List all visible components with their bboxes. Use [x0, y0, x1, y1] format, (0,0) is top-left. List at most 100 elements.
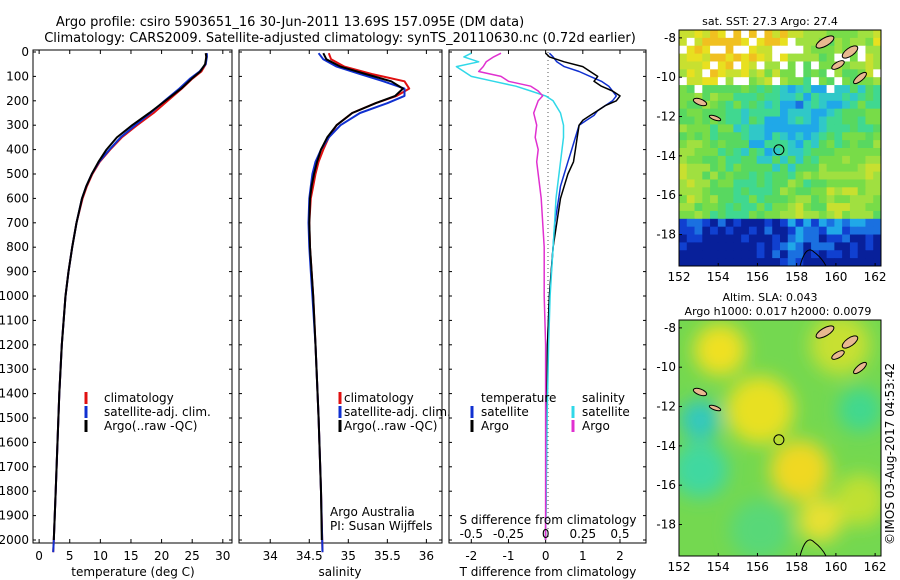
sst-cell	[679, 155, 688, 165]
sst-cell	[748, 163, 758, 172]
sst-cell	[764, 203, 773, 212]
sst-cell	[756, 242, 765, 251]
sst-cell	[803, 45, 812, 54]
sst-cell	[764, 140, 773, 149]
sst-cell	[679, 163, 688, 172]
sst-cell	[834, 187, 843, 196]
sst-cell	[741, 218, 750, 228]
sst-cell	[826, 140, 835, 149]
depth-tick-label: 1300	[0, 362, 29, 376]
sst-cell	[748, 100, 758, 110]
sst-cell	[818, 124, 828, 133]
sla-anomaly-patch	[798, 498, 842, 542]
sst-cell	[686, 45, 695, 54]
sst-cell	[857, 100, 866, 110]
sst-cell	[741, 53, 750, 62]
sst-cell	[811, 132, 820, 141]
sst-cell	[795, 163, 804, 172]
sst-cell	[780, 116, 789, 125]
sst-cell	[811, 124, 820, 133]
depth-tick-label: 1800	[0, 484, 29, 498]
sst-cell	[780, 218, 789, 228]
sst-cell	[717, 100, 727, 110]
sst-cell	[679, 242, 688, 251]
x-tick-label: 25	[185, 549, 200, 563]
s-tick-label: 0.25	[569, 527, 596, 541]
sst-cell	[826, 61, 835, 70]
x-tick-label: 20	[154, 549, 169, 563]
sst-cell	[725, 69, 734, 78]
x-tick-label: 34	[263, 549, 278, 563]
sst-cell	[803, 77, 812, 86]
sst-cell	[741, 37, 750, 47]
sst-cell	[764, 45, 773, 54]
sst-cell	[764, 179, 773, 188]
sla-anomaly-patch	[726, 376, 794, 444]
sst-cell	[679, 100, 688, 110]
sst-cell	[842, 92, 851, 102]
sst-cell	[795, 203, 804, 212]
sst-cell	[741, 100, 750, 110]
sst-cell	[748, 210, 758, 220]
depth-tick-labels: 0 100 200 300 400 500 600 700 800 900 1000 1100 1200…	[0, 45, 29, 547]
sst-cell	[857, 108, 866, 117]
sst-cell	[873, 124, 881, 133]
sst-cell	[826, 210, 835, 220]
sst-cell	[795, 179, 804, 188]
sst-cell	[717, 203, 727, 212]
sst-cell	[717, 108, 727, 117]
salinity-legend: climatology satellite-adj. clim. Argo(..…	[338, 391, 451, 433]
temperature-x-label: temperature (deg C)	[71, 565, 194, 579]
island-shape	[692, 387, 708, 397]
sst-cell	[733, 171, 742, 180]
sst-cell	[787, 77, 796, 86]
sst-cell	[826, 77, 835, 86]
sst-cell	[733, 116, 742, 125]
sst-cell	[772, 100, 781, 110]
sst-cell	[694, 218, 703, 228]
sst-cell	[733, 195, 742, 204]
sst-cell	[679, 45, 688, 54]
sst-cell	[772, 148, 781, 157]
sst-cell	[818, 45, 828, 54]
sst-cell	[717, 69, 727, 78]
sst-cell	[756, 179, 765, 188]
sst-cell	[725, 242, 734, 251]
sst-cell	[811, 140, 820, 149]
sst-cell	[686, 30, 695, 39]
sst-cell	[780, 148, 789, 157]
sst-cell	[842, 226, 851, 235]
sst-cell	[873, 226, 881, 235]
sst-cell	[842, 108, 851, 117]
sst-cell	[717, 77, 727, 86]
map-x-tick-label: 154	[707, 560, 730, 574]
sst-cell	[772, 226, 781, 235]
sst-cell	[733, 45, 742, 54]
sst-cell	[748, 45, 758, 54]
sst-cell	[780, 100, 789, 110]
sst-cell	[849, 258, 859, 266]
sst-cell	[694, 210, 703, 220]
sst-cell	[733, 148, 742, 157]
sst-cell	[834, 210, 843, 220]
sst-cell	[694, 132, 703, 141]
profile-line-climatology	[308, 52, 411, 553]
map-x-tick-label: 162	[864, 270, 887, 284]
sst-cell	[811, 92, 820, 102]
sst-cell	[733, 234, 742, 243]
sst-cell	[873, 108, 881, 117]
legend-climatology-label: climatology	[104, 391, 174, 405]
sst-cell	[717, 258, 727, 266]
sst-cell	[803, 69, 812, 78]
sst-cell	[795, 61, 804, 70]
sst-cell	[748, 226, 758, 235]
sst-cell	[764, 155, 773, 165]
sst-cell	[795, 92, 804, 102]
sst-cell	[857, 140, 866, 149]
sst-cell	[873, 61, 881, 70]
sst-cell	[873, 250, 881, 259]
sst-cell	[725, 187, 734, 196]
sst-cell	[679, 234, 688, 243]
sst-cell	[717, 132, 727, 141]
sst-cell	[679, 195, 688, 204]
